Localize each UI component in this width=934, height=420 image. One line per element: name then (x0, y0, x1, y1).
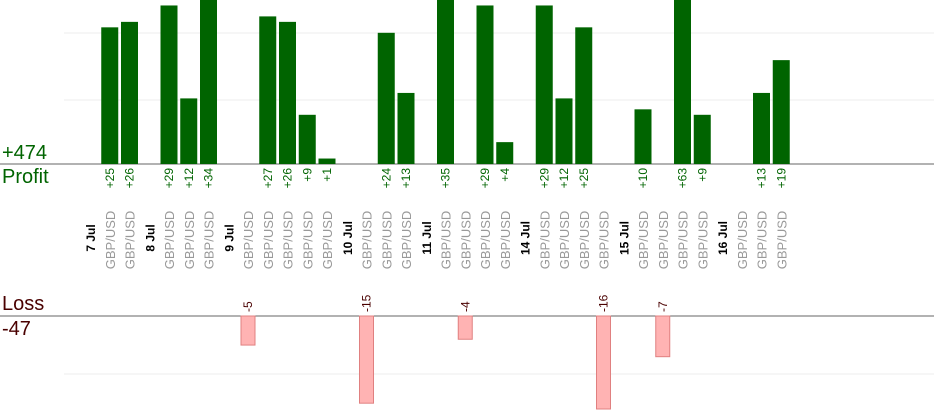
loss-value-label: -15 (360, 294, 374, 312)
profit-bar (634, 109, 652, 164)
loss-value-label: -7 (656, 301, 670, 312)
profit-value-label: +24 (379, 168, 393, 189)
profit-value-label: +29 (537, 168, 551, 189)
loss-value-label: -4 (458, 301, 472, 312)
profit-bar (318, 158, 336, 164)
date-label: 8 Jul (143, 224, 157, 251)
pair-label: GBP/USD (202, 211, 217, 270)
profit-value-label: +25 (577, 168, 591, 189)
pair-label: GBP/USD (478, 211, 493, 270)
profit-value-label: +35 (439, 168, 453, 189)
profit-bar (397, 92, 415, 164)
pair-label: GBP/USD (636, 211, 651, 270)
profit-bar (160, 5, 178, 165)
loss-total: -47 (2, 318, 31, 340)
profit-value-label: +12 (557, 168, 571, 189)
profit-value-label: +26 (281, 168, 295, 189)
pair-label: GBP/USD (755, 211, 770, 270)
pair-label: GBP/USD (537, 211, 552, 270)
pair-label: GBP/USD (182, 211, 197, 270)
pair-label: GBP/USD (103, 211, 118, 270)
profit-bar (101, 27, 119, 165)
pair-label: GBP/USD (379, 211, 394, 270)
pair-label: GBP/USD (774, 211, 789, 270)
loss-bar (359, 315, 374, 404)
pair-label: GBP/USD (735, 211, 750, 270)
loss-label: Loss (2, 293, 45, 315)
profit-value-label: +1 (320, 168, 334, 182)
profit-value-label: +13 (755, 168, 769, 189)
pair-label: GBP/USD (676, 211, 691, 270)
profit-bar (535, 5, 553, 165)
loss-value-label: -5 (241, 301, 255, 312)
profit-value-label: +9 (695, 168, 709, 182)
pair-label: GBP/USD (360, 211, 375, 270)
profit-value-label: +27 (261, 168, 275, 189)
loss-bar (596, 315, 611, 410)
profit-label: Profit (2, 166, 49, 188)
profit-value-label: +63 (676, 168, 690, 189)
profit-bar (555, 98, 573, 164)
pair-label: GBP/USD (439, 211, 454, 270)
loss-bar (457, 315, 473, 340)
pair-label: GBP/USD (123, 211, 138, 270)
profit-bar (496, 142, 514, 164)
date-label: 9 Jul (222, 224, 236, 251)
pair-label: GBP/USD (261, 211, 276, 270)
profit-bar (772, 60, 790, 165)
profit-bar (279, 21, 296, 164)
loss-bars (240, 315, 671, 410)
profit-bar (575, 27, 593, 165)
date-label: 11 Jul (420, 221, 434, 254)
date-label: 15 Jul (617, 221, 631, 255)
pair-label: GBP/USD (300, 211, 315, 270)
profit-bar (753, 92, 770, 164)
profit-value-label: +25 (103, 168, 117, 189)
date-label: 7 Jul (84, 224, 98, 251)
pair-label: GBP/USD (241, 211, 256, 270)
profit-total: +474 (2, 142, 48, 164)
pair-label: GBP/USD (557, 211, 572, 270)
pair-label: GBP/USD (162, 211, 177, 270)
pair-label: GBP/USD (695, 211, 710, 270)
pair-label: GBP/USD (597, 211, 612, 270)
pair-label: GBP/USD (498, 211, 513, 270)
profit-value-label: +29 (162, 168, 176, 189)
profit-value-label: +10 (636, 168, 650, 189)
loss-value-label: -16 (597, 294, 611, 312)
profit-bars (101, 0, 790, 165)
profit-bar (674, 0, 691, 164)
profit-value-label: +9 (300, 168, 314, 182)
profit-bar (121, 21, 138, 164)
profit-bar (437, 0, 454, 164)
profit-value-label: +29 (478, 168, 492, 189)
profit-value-label: +34 (202, 168, 216, 189)
profit-bar (180, 98, 198, 164)
pair-label: GBP/USD (458, 211, 473, 270)
loss-bar (655, 315, 671, 358)
pair-label: GBP/USD (577, 211, 592, 270)
category-labels: 7 Jul GBP/USD +25 GBP/USD +26 8 Jul GBP/USD +29… (84, 168, 789, 312)
profit-bar (200, 0, 217, 164)
profit-bar (259, 16, 277, 165)
profit-bar (377, 32, 395, 164)
profit-bar (298, 114, 316, 164)
pair-label: GBP/USD (281, 211, 296, 270)
profit-bar (693, 114, 711, 164)
date-label: 14 Jul (519, 221, 533, 255)
profit-value-label: +13 (399, 168, 413, 189)
profit-value-label: +26 (123, 168, 137, 189)
date-label: 16 Jul (716, 221, 730, 255)
pair-label: GBP/USD (656, 211, 671, 270)
date-label: 10 Jul (341, 221, 355, 255)
pair-label: GBP/USD (399, 211, 414, 270)
profit-bar (476, 5, 494, 165)
profit-value-label: +4 (498, 168, 512, 182)
profit-value-label: +19 (774, 168, 788, 189)
pair-label: GBP/USD (320, 211, 335, 270)
loss-bar (240, 315, 256, 346)
profit-value-label: +12 (182, 168, 196, 189)
